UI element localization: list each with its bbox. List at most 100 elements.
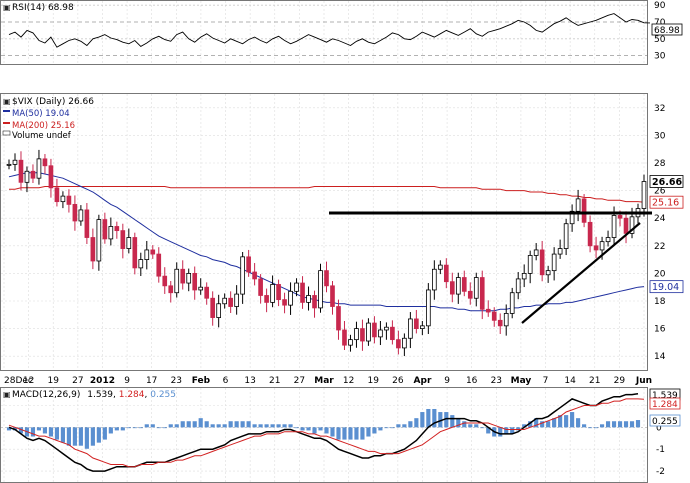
price-tick-label: 14 — [654, 352, 666, 362]
price-tick-label: 18 — [654, 297, 666, 307]
macd-hist-bar — [564, 415, 569, 428]
price-legend: ▣ $VIX (Daily) 26.66 MA(50) 19.04 MA(200… — [2, 97, 94, 141]
macd-hist-bar — [240, 421, 245, 428]
macd-hist-bar — [90, 427, 95, 446]
macd-hist-bar — [216, 424, 221, 428]
macd-hist-bar — [48, 427, 54, 437]
macd-hist-bar — [198, 418, 203, 428]
price-tick-label: 32 — [654, 104, 665, 114]
candle-body — [467, 290, 473, 299]
candle-body — [156, 253, 162, 277]
rsi-tick-label: 70 — [654, 18, 666, 28]
macd-hist-bar — [276, 424, 281, 428]
candle-body — [192, 272, 198, 291]
macd-hist-bar — [390, 427, 395, 429]
x-tick-label: 6 — [223, 376, 229, 386]
macd-hist-bar — [611, 421, 617, 428]
rsi-tick-label: 30 — [654, 52, 666, 62]
price-candles — [6, 149, 647, 357]
candle-body — [114, 226, 120, 232]
price-tick-label: 26 — [654, 187, 666, 197]
candle-body — [108, 226, 114, 240]
candle-body — [515, 278, 521, 294]
macd-hist-bar — [408, 421, 413, 428]
macd-hist-bar — [444, 412, 449, 428]
candle-body — [426, 289, 431, 327]
macd-hist-bar — [72, 427, 77, 446]
macd-hist-bar — [402, 424, 407, 428]
legend-title: $VIX (Daily) 26.66 — [12, 97, 94, 107]
macd-hist-bar — [414, 418, 419, 428]
macd-hist-bar — [360, 427, 365, 440]
x-tick-label: 9 — [444, 376, 450, 386]
macd-hist-bar — [36, 427, 42, 431]
candle-body — [204, 286, 210, 299]
candle-body — [533, 249, 539, 256]
candle-body — [324, 270, 329, 287]
macd-hist-bar — [623, 421, 629, 428]
macd-hist-bar — [60, 427, 65, 443]
macd-hist-bar — [156, 427, 161, 429]
candle-body — [30, 170, 36, 179]
macd-hist-bar — [558, 415, 563, 428]
macd-hist-bar — [570, 412, 575, 428]
macd-tick-label: -2 — [656, 467, 665, 477]
legend-ma200: MA(200) 25.16 — [12, 121, 75, 131]
x-tick-label: Feb — [192, 376, 211, 386]
candle-body — [132, 237, 138, 269]
candle-body — [12, 159, 18, 165]
candle-body — [162, 275, 168, 287]
candle-body — [168, 285, 174, 294]
candle-body — [420, 325, 425, 329]
rsi-grid — [1, 1, 647, 64]
candle-body — [186, 272, 192, 284]
x-tick-label: 21 — [589, 376, 600, 386]
legend-icon: ▣ — [3, 97, 11, 106]
candle-body — [443, 264, 449, 283]
candle-body — [138, 259, 144, 269]
candle-body — [545, 270, 551, 276]
macd-hist-bar — [366, 427, 371, 437]
candle-body — [378, 329, 383, 338]
x-tick-label: 2012 — [90, 376, 115, 386]
candle-body — [617, 215, 623, 219]
candle-body — [593, 245, 599, 251]
macd-line — [8, 392, 639, 472]
macd-hist-bar — [432, 408, 437, 428]
candle-body — [354, 328, 359, 341]
macd-label: MACD(12,26,9) — [12, 390, 80, 400]
macd-sep-1: , — [113, 390, 119, 400]
candle-body — [240, 256, 245, 295]
macd-hist-bar — [629, 421, 635, 428]
macd-hist-bar — [605, 421, 611, 428]
candle-body — [569, 210, 575, 225]
macd-histogram — [6, 408, 641, 449]
macd-hist-bar — [294, 427, 299, 429]
candle-body — [396, 339, 401, 349]
macd-hist-bar — [96, 427, 101, 443]
macd-hist-bar — [258, 424, 263, 428]
macd-hist-bar — [546, 421, 551, 428]
x-tick-label: 12 — [343, 376, 354, 386]
macd-hist-bar — [468, 424, 473, 428]
candle-body — [78, 209, 84, 222]
macd-hist-bar — [204, 421, 209, 428]
candle-body — [581, 198, 587, 223]
rsi-line — [8, 13, 651, 48]
candle-body — [252, 271, 257, 280]
candle-body — [408, 318, 413, 339]
macd-icon: ▣ — [3, 390, 11, 399]
price-panel: 32 30 28 26 24 22 20 18 16 14 26.66 25.16 19.04 ▣ $… — [0, 93, 684, 371]
macd-badge-label: 0.255 — [652, 417, 678, 427]
macd-hist-bar — [246, 421, 251, 428]
ma50-line — [8, 172, 645, 312]
macd-hist-bar — [450, 415, 455, 428]
x-tick-label: 23 — [171, 376, 182, 386]
macd-hist-bar — [318, 427, 323, 431]
macd-hist-bar — [132, 427, 137, 429]
candle-body — [210, 297, 216, 318]
candle-body — [611, 215, 617, 238]
macd-hist-bar — [18, 427, 24, 434]
x-tick-label: 7 — [543, 376, 549, 386]
macd-hist-bar — [635, 420, 641, 428]
